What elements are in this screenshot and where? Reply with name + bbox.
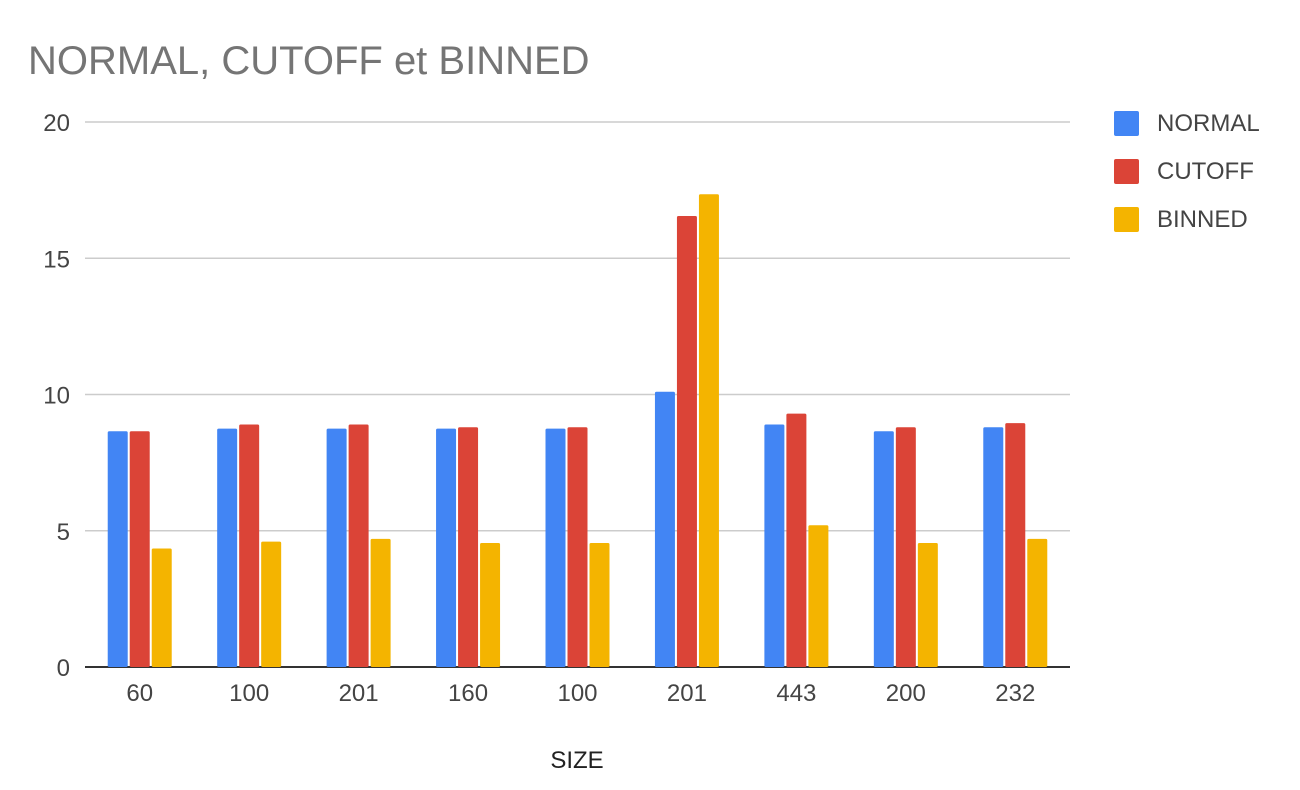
bar-normal-3 <box>436 428 457 667</box>
x-tick-label: 200 <box>886 680 926 707</box>
legend-label: CUTOFF <box>1157 158 1254 185</box>
bar-normal-1 <box>217 428 238 667</box>
bar-binned-2 <box>370 538 391 667</box>
bar-cutoff-5 <box>676 216 697 667</box>
bar-binned-8 <box>1027 538 1048 667</box>
x-tick-label: 100 <box>229 680 269 707</box>
x-tick-label: 160 <box>448 680 488 707</box>
legend-swatch <box>1114 159 1139 184</box>
bar-normal-7 <box>873 431 894 667</box>
legend-swatch <box>1114 111 1139 136</box>
bar-cutoff-0 <box>129 431 150 667</box>
bar-cutoff-8 <box>1005 423 1026 667</box>
bar-normal-2 <box>326 428 347 667</box>
legend-item-normal: NORMAL <box>1114 110 1260 137</box>
legend-label: NORMAL <box>1157 110 1260 137</box>
bar-binned-6 <box>808 525 829 667</box>
bar-binned-5 <box>698 194 719 667</box>
bar-binned-1 <box>261 541 282 667</box>
bar-normal-5 <box>654 391 675 667</box>
bar-normal-6 <box>764 424 785 667</box>
bar-normal-8 <box>983 427 1004 667</box>
y-tick-label: 5 <box>57 519 70 546</box>
legend-item-binned: BINNED <box>1114 206 1248 233</box>
bars <box>107 194 1048 667</box>
bar-cutoff-1 <box>239 424 260 667</box>
bar-normal-4 <box>545 428 566 667</box>
legend: NORMAL CUTOFF BINNED <box>1114 110 1260 233</box>
x-tick-label: 443 <box>776 680 816 707</box>
y-tick-label: 20 <box>43 110 70 137</box>
bar-cutoff-6 <box>786 413 807 667</box>
bar-cutoff-2 <box>348 424 369 667</box>
y-axis-ticks: 0 5 10 15 20 <box>43 110 70 682</box>
x-tick-label: 100 <box>557 680 597 707</box>
chart-title: NORMAL, CUTOFF et BINNED <box>28 39 590 83</box>
bar-binned-7 <box>917 543 938 667</box>
y-tick-label: 10 <box>43 383 70 410</box>
bar-binned-3 <box>480 543 501 667</box>
bar-normal-0 <box>107 431 128 667</box>
x-tick-label: 201 <box>339 680 379 707</box>
x-tick-label: 201 <box>667 680 707 707</box>
y-tick-label: 15 <box>43 246 70 273</box>
legend-swatch <box>1114 207 1139 232</box>
legend-item-cutoff: CUTOFF <box>1114 158 1254 185</box>
bar-cutoff-7 <box>895 427 916 667</box>
bar-binned-4 <box>589 543 610 667</box>
x-axis-label: SIZE <box>550 747 603 774</box>
legend-label: BINNED <box>1157 206 1248 233</box>
bar-binned-0 <box>151 548 172 667</box>
x-tick-label: 232 <box>995 680 1035 707</box>
x-axis-ticks: 60 100 201 160 100 201 443 200 232 <box>126 680 1035 707</box>
bar-cutoff-4 <box>567 427 588 667</box>
y-tick-label: 0 <box>57 655 70 682</box>
bar-cutoff-3 <box>458 427 479 667</box>
x-tick-label: 60 <box>126 680 153 707</box>
